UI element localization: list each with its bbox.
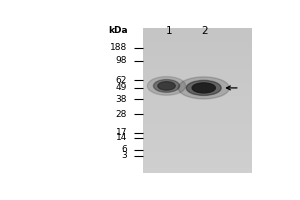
Ellipse shape bbox=[186, 80, 221, 95]
Ellipse shape bbox=[147, 77, 186, 95]
Text: 17: 17 bbox=[116, 128, 127, 137]
Ellipse shape bbox=[154, 80, 180, 92]
Text: 49: 49 bbox=[116, 83, 127, 92]
Text: 14: 14 bbox=[116, 133, 127, 142]
Text: kDa: kDa bbox=[109, 26, 128, 35]
Text: 98: 98 bbox=[116, 56, 127, 65]
Text: 1: 1 bbox=[166, 26, 172, 36]
Ellipse shape bbox=[158, 82, 175, 90]
Ellipse shape bbox=[192, 83, 215, 93]
Text: 28: 28 bbox=[116, 110, 127, 119]
Text: 38: 38 bbox=[116, 95, 127, 104]
Text: 188: 188 bbox=[110, 43, 127, 52]
Text: 62: 62 bbox=[116, 76, 127, 85]
Text: 2: 2 bbox=[202, 26, 208, 36]
Ellipse shape bbox=[178, 77, 229, 99]
Text: 3: 3 bbox=[121, 151, 127, 160]
Text: 6: 6 bbox=[121, 145, 127, 154]
